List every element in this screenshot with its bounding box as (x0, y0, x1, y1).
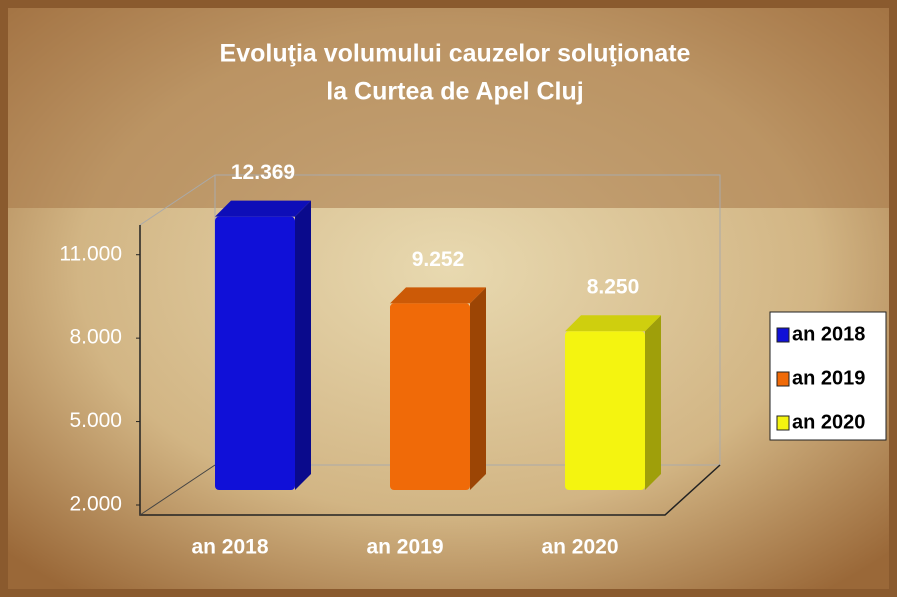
background-top (8, 8, 889, 208)
floor-side (139, 464, 216, 516)
chart-title: Evoluţia volumului cauzelor soluţionate (220, 40, 691, 68)
bar-side (295, 200, 311, 490)
bar-top (565, 315, 661, 332)
legend-swatch (776, 415, 790, 431)
chart-title: la Curtea de Apel Cluj (326, 78, 583, 106)
bar-group (215, 200, 311, 490)
legend-label: an 2020 (792, 411, 865, 433)
bar (215, 216, 295, 490)
floor-front (139, 225, 721, 516)
legend-label: an 2019 (792, 367, 865, 389)
bar-top (215, 200, 311, 217)
bar-top (390, 287, 486, 304)
y-tick-label: 5.000 (69, 409, 122, 432)
bar-side (470, 287, 486, 490)
back-wall (139, 174, 721, 465)
x-tick-label: an 2020 (541, 536, 618, 559)
legend-label: an 2018 (792, 323, 865, 345)
legend-swatch (776, 327, 790, 343)
value-label: 9.252 (412, 248, 465, 271)
x-tick-label: an 2019 (366, 536, 443, 559)
y-tick-label: 11.000 (59, 242, 122, 265)
bar-group (565, 315, 661, 490)
bar-side (645, 315, 661, 490)
x-tick-label: an 2018 (191, 536, 268, 559)
y-tick-label: 8.000 (69, 326, 122, 349)
legend-swatch (776, 371, 790, 387)
y-tick-label: 2.000 (69, 493, 122, 516)
bar (565, 331, 645, 490)
bar-group (390, 287, 486, 490)
value-label: 8.250 (587, 276, 640, 299)
value-label: 12.369 (231, 161, 295, 184)
bar (390, 303, 470, 490)
